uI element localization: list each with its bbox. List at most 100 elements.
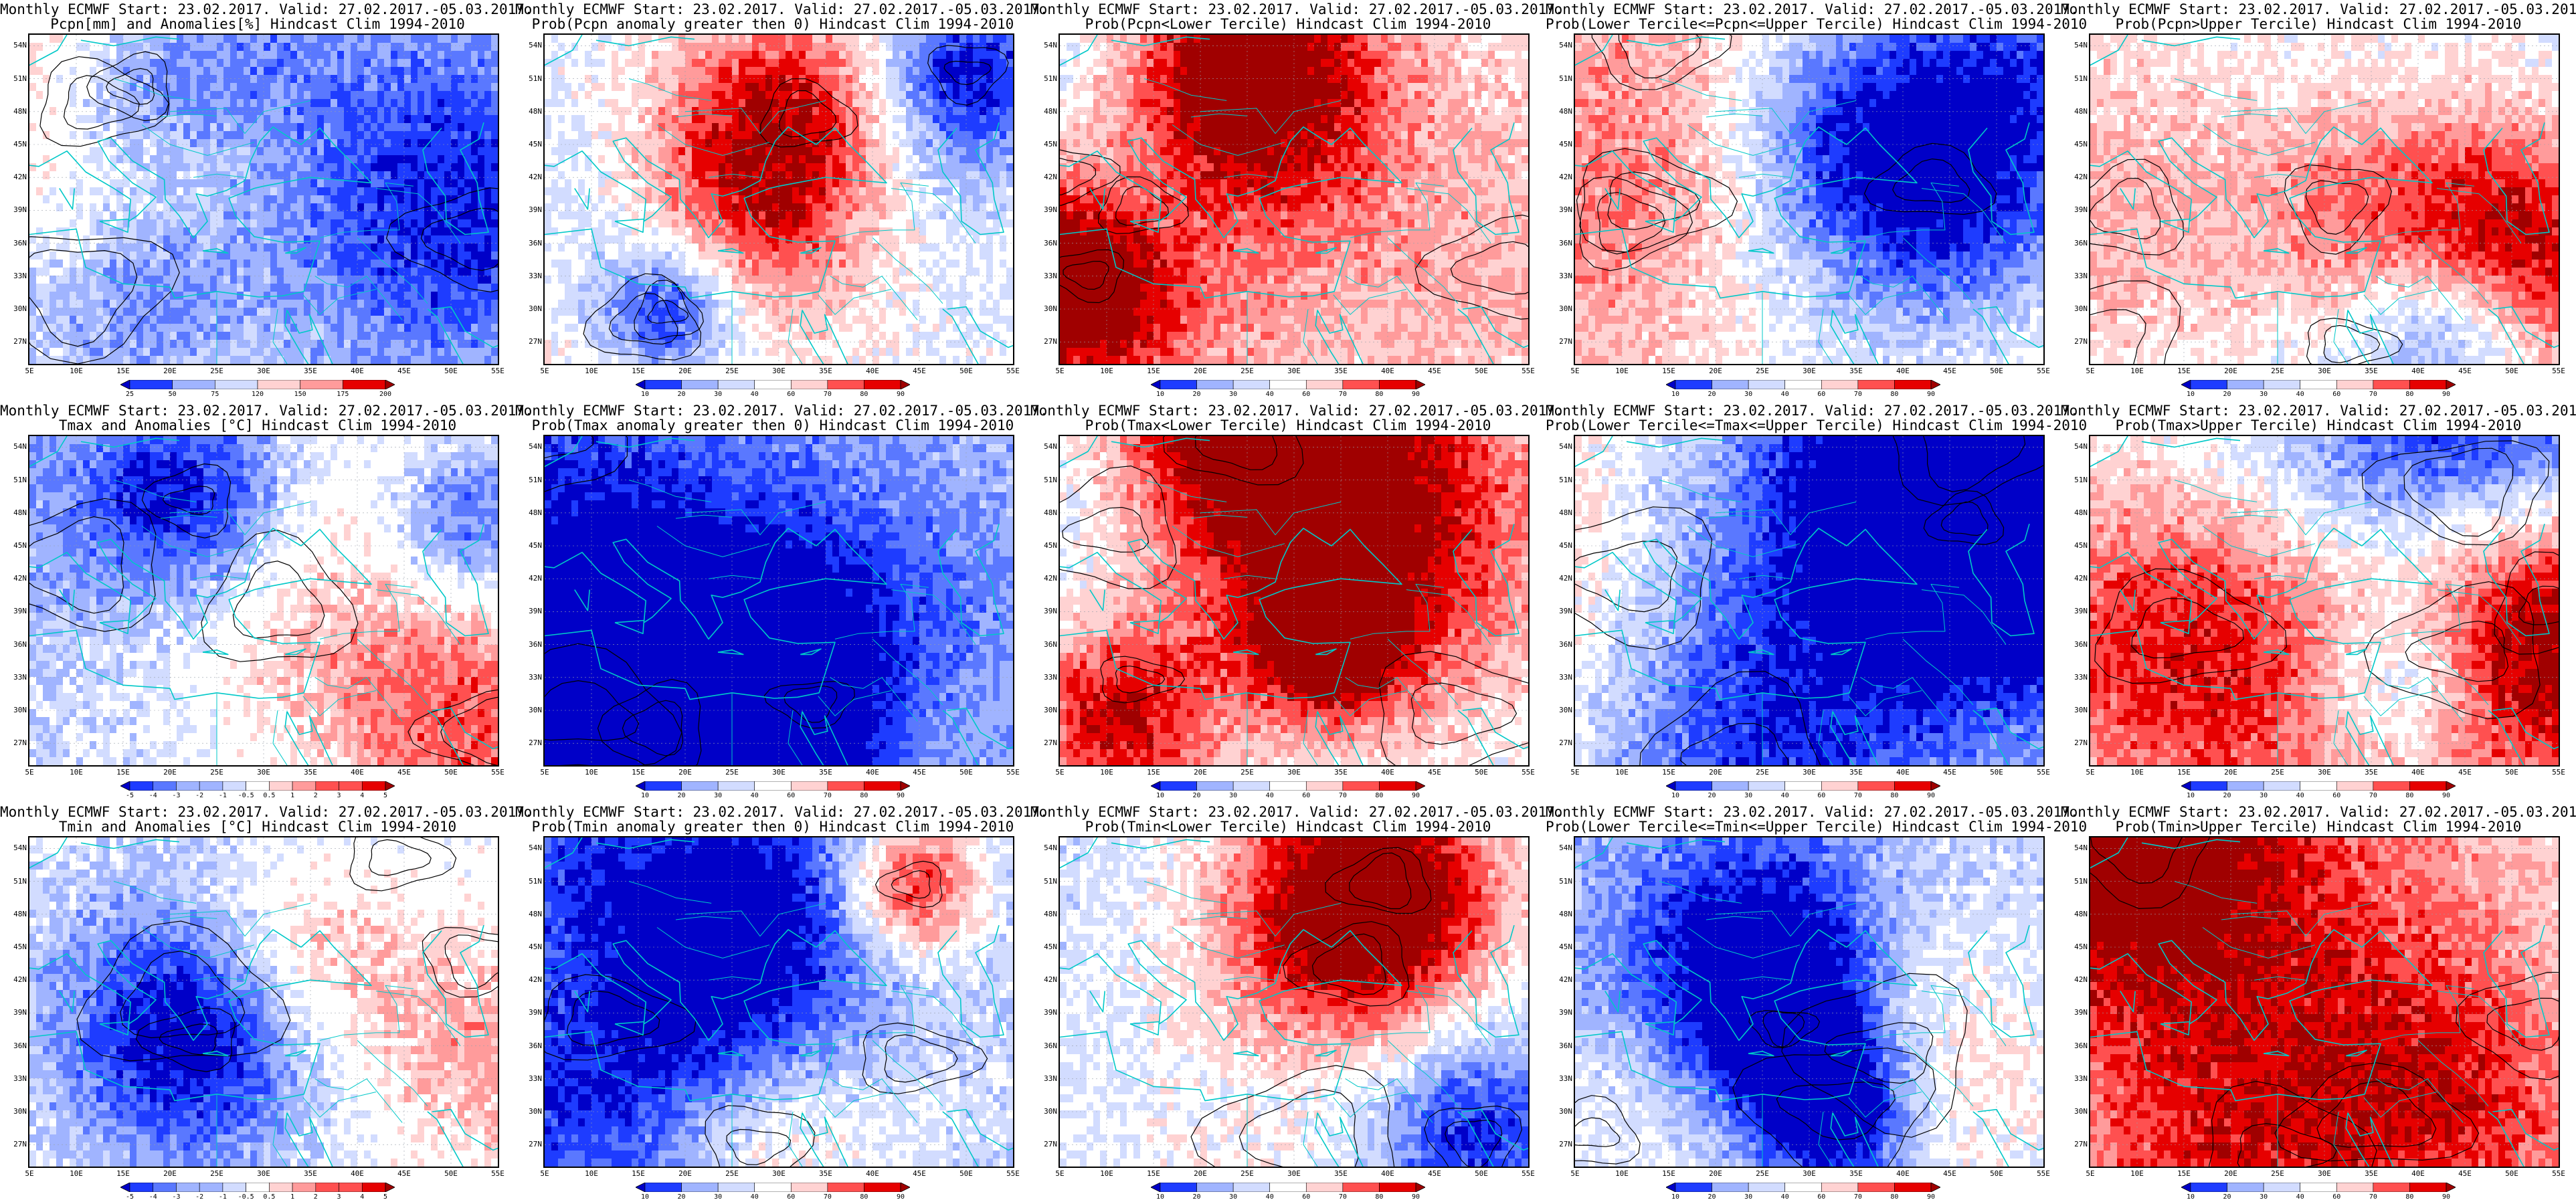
- colorbar-label: 90: [1918, 792, 1944, 799]
- lat-tick-label: 54N: [1034, 442, 1057, 451]
- colorbar: [1666, 781, 1940, 791]
- colorbar-label: -3: [163, 792, 189, 799]
- map-panel-tmax-lower: Monthly ECMWF Start: 23.02.2017. Valid: …: [1030, 401, 1564, 803]
- lon-tick-label: 25E: [2264, 1169, 2291, 1178]
- lat-tick-label: 33N: [4, 1074, 27, 1083]
- lon-tick-label: 40E: [2405, 367, 2431, 375]
- contour-lines: [29, 463, 498, 765]
- rivers: [656, 124, 943, 364]
- lon-tick-label: 50E: [1468, 1169, 1495, 1178]
- colorbar-label: 90: [1402, 391, 1429, 398]
- colorbar-label: 60: [2323, 792, 2350, 799]
- panel-title-line1: Monthly ECMWF Start: 23.02.2017. Valid: …: [0, 403, 533, 419]
- panel-title-line2: Prob(Tmin anomaly greater then 0) Hindca…: [515, 819, 1030, 835]
- lat-tick-label: 33N: [2065, 673, 2088, 682]
- colorbar-label: 10: [2177, 1193, 2204, 1201]
- lon-tick-label: 40E: [1890, 367, 1916, 375]
- lat-tick-label: 30N: [2065, 706, 2088, 714]
- colorbar-label: 70: [2360, 391, 2387, 398]
- lon-tick-label: 10E: [2124, 768, 2150, 777]
- contour-lines: [29, 51, 498, 364]
- colorbar-label: 20: [668, 1193, 695, 1201]
- map-panel-tmin-gt0: Monthly ECMWF Start: 23.02.2017. Valid: …: [515, 803, 1048, 1204]
- lat-tick-label: 42N: [2065, 173, 2088, 181]
- lat-tick-label: 42N: [4, 574, 27, 583]
- map-panel-tmax-upper: Monthly ECMWF Start: 23.02.2017. Valid: …: [2061, 401, 2576, 803]
- panel-title-line2: Tmax and Anomalies [°C] Hindcast Clim 19…: [0, 417, 515, 433]
- lon-tick-label: 15E: [625, 1169, 652, 1178]
- lat-tick-label: 51N: [4, 74, 27, 83]
- panel-title-line2: Prob(Pcpn>Upper Tercile) Hindcast Clim 1…: [2061, 16, 2576, 32]
- map-panel-tmin-middle: Monthly ECMWF Start: 23.02.2017. Valid: …: [1546, 803, 2087, 1204]
- colorbar-label: 90: [887, 1193, 914, 1201]
- field-shading: [545, 837, 1013, 1167]
- lat-tick-label: 33N: [1034, 272, 1057, 280]
- lon-tick-label: 10E: [2124, 367, 2150, 375]
- lon-tick-label: 10E: [1608, 768, 1635, 777]
- lat-tick-label: 42N: [4, 173, 27, 181]
- forecast-map: [2089, 435, 2560, 767]
- lon-tick-label: 35E: [1327, 1169, 1354, 1178]
- lat-tick-label: 27N: [1550, 1140, 1572, 1148]
- lon-tick-label: 30E: [250, 1169, 277, 1178]
- country-borders: [1143, 480, 1491, 765]
- colorbar-label: -0.5: [233, 1193, 260, 1201]
- forecast-map: [543, 435, 1014, 767]
- lon-tick-label: 35E: [297, 367, 324, 375]
- lon-tick-label: 50E: [438, 768, 464, 777]
- lon-tick-label: 40E: [1374, 1169, 1401, 1178]
- colorbar-label: 10: [1662, 1193, 1689, 1201]
- lat-tick-label: 36N: [519, 239, 542, 247]
- panel-title-line1: Monthly ECMWF Start: 23.02.2017. Valid: …: [2061, 804, 2576, 820]
- lon-tick-label: 30E: [1796, 768, 1823, 777]
- lon-tick-label: 10E: [2124, 1169, 2150, 1178]
- lat-tick-label: 39N: [519, 205, 542, 214]
- rivers: [1172, 927, 1459, 1167]
- lat-tick-label: 33N: [2065, 272, 2088, 280]
- lat-tick-label: 51N: [2065, 476, 2088, 484]
- lat-tick-label: 27N: [2065, 738, 2088, 747]
- colorbar-label: 80: [850, 391, 877, 398]
- lat-tick-label: 45N: [1034, 942, 1057, 951]
- lon-tick-label: 5E: [1562, 768, 1588, 777]
- lat-tick-label: 39N: [1550, 205, 1572, 214]
- colorbar: [1151, 380, 1425, 389]
- lat-tick-label: 42N: [2065, 574, 2088, 583]
- colorbar: [1666, 380, 1940, 389]
- lon-tick-label: 40E: [1890, 768, 1916, 777]
- panel-title-line1: Monthly ECMWF Start: 23.02.2017. Valid: …: [515, 804, 1048, 820]
- lat-tick-label: 39N: [4, 607, 27, 615]
- colorbar-label: 40: [741, 391, 768, 398]
- lat-tick-label: 33N: [4, 272, 27, 280]
- lon-tick-label: 10E: [578, 768, 605, 777]
- lon-tick-label: 45E: [391, 768, 418, 777]
- lon-tick-label: 30E: [765, 367, 792, 375]
- lat-tick-label: 33N: [1550, 673, 1572, 682]
- lat-tick-label: 39N: [1550, 1008, 1572, 1017]
- lat-tick-label: 42N: [1550, 975, 1572, 984]
- colorbar-label: 30: [705, 1193, 731, 1201]
- coastline: [1575, 35, 2043, 364]
- colorbar: [1151, 1183, 1425, 1192]
- lat-tick-label: 33N: [519, 1074, 542, 1083]
- country-borders: [1143, 78, 1491, 364]
- country-borders: [1659, 881, 2007, 1167]
- colorbar-label: 80: [1366, 792, 1392, 799]
- lon-tick-label: 50E: [1983, 1169, 2010, 1178]
- lat-tick-label: 54N: [519, 442, 542, 451]
- lon-tick-label: 30E: [1281, 768, 1307, 777]
- lat-tick-label: 27N: [2065, 1140, 2088, 1148]
- lat-tick-label: 42N: [4, 975, 27, 984]
- lon-tick-label: 15E: [625, 367, 652, 375]
- graticule: [1575, 837, 2043, 1167]
- lon-tick-label: 55E: [1515, 367, 1542, 375]
- lat-tick-label: 45N: [1550, 942, 1572, 951]
- lat-tick-label: 48N: [519, 107, 542, 116]
- lon-tick-label: 35E: [1843, 367, 1869, 375]
- lon-tick-label: 5E: [531, 1169, 558, 1178]
- colorbar-label: 20: [668, 391, 695, 398]
- lon-tick-label: 40E: [2405, 768, 2431, 777]
- country-borders: [1659, 78, 2007, 364]
- colorbar-label: 5: [372, 792, 399, 799]
- colorbar-label: 40: [1257, 391, 1283, 398]
